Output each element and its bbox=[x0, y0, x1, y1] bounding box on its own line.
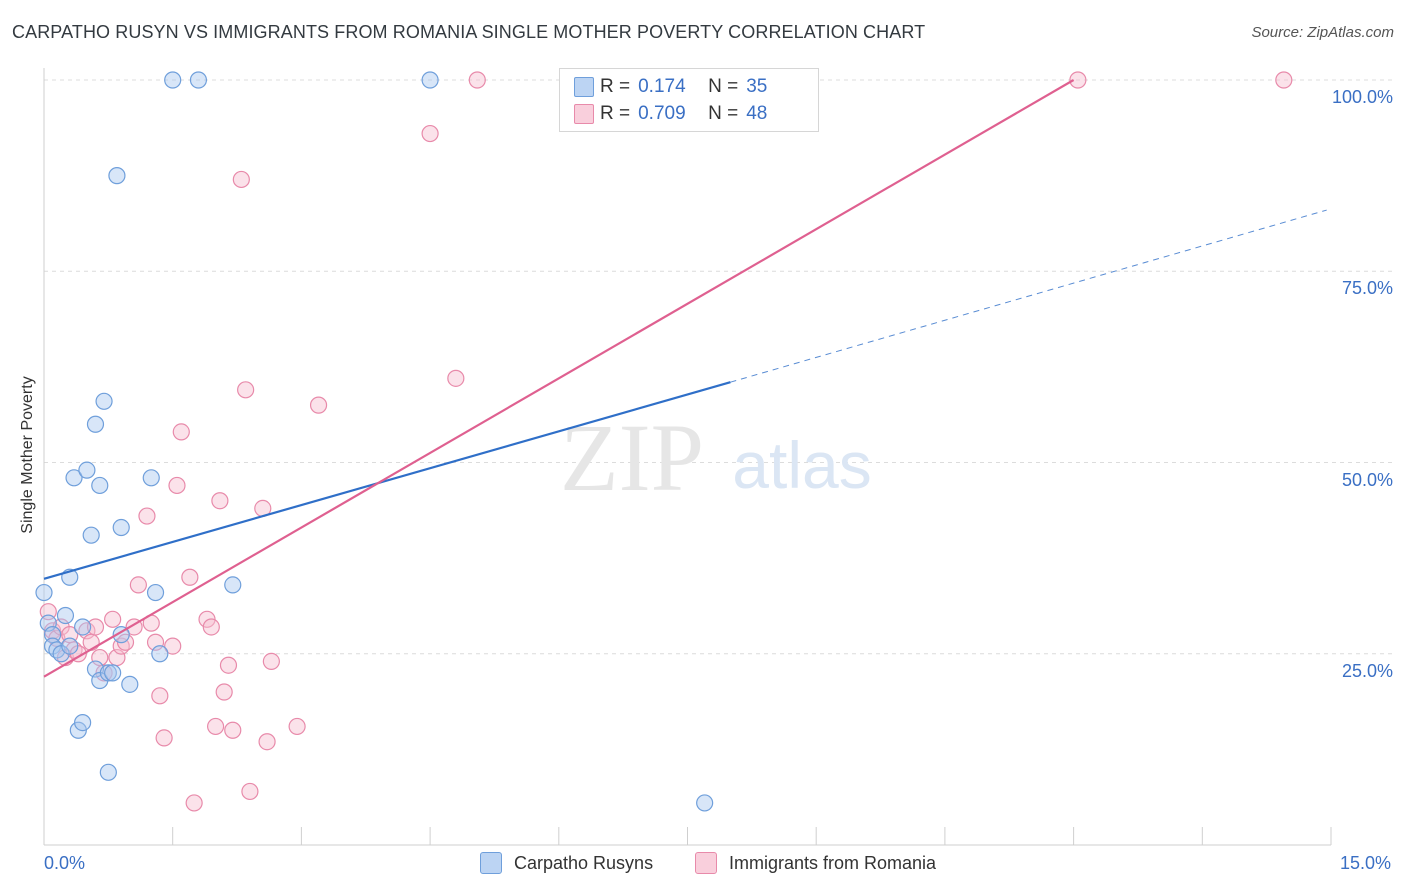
point-immigrants-from-romania bbox=[86, 618, 105, 636]
legend-row-carpatho-rusyns: R = 0.174 N = 35 bbox=[574, 74, 768, 100]
point-immigrants-from-romania bbox=[215, 683, 233, 701]
point-carpatho-rusyns bbox=[164, 71, 182, 89]
point-carpatho-rusyns bbox=[35, 583, 53, 602]
series-immigrants-from-romania bbox=[39, 71, 1293, 812]
r-value: 0.174 bbox=[638, 76, 686, 97]
n-value: 35 bbox=[746, 76, 768, 97]
y-tick-label: 100.0% bbox=[1331, 87, 1393, 107]
point-immigrants-from-romania bbox=[172, 423, 190, 441]
point-carpatho-rusyns bbox=[121, 675, 139, 693]
legend-swatch-blue bbox=[480, 852, 502, 874]
point-carpatho-rusyns bbox=[74, 713, 92, 732]
point-immigrants-from-romania bbox=[155, 729, 173, 747]
point-immigrants-from-romania bbox=[129, 576, 147, 594]
series-carpatho-rusyns bbox=[35, 71, 714, 812]
point-immigrants-from-romania bbox=[207, 717, 225, 736]
point-immigrants-from-romania bbox=[82, 633, 100, 651]
point-carpatho-rusyns bbox=[91, 476, 109, 495]
legend-swatch-pink bbox=[574, 104, 594, 124]
legend-label: Immigrants from Romania bbox=[729, 852, 937, 873]
point-carpatho-rusyns bbox=[61, 637, 79, 655]
point-immigrants-from-romania bbox=[138, 507, 156, 525]
r-value: 0.709 bbox=[638, 103, 686, 124]
point-carpatho-rusyns bbox=[151, 645, 169, 663]
y-tick-label: 50.0% bbox=[1341, 469, 1393, 490]
legend-item-carpatho-rusyns[interactable]: Carpatho Rusyns bbox=[480, 852, 653, 874]
point-immigrants-from-romania bbox=[219, 656, 238, 674]
point-carpatho-rusyns bbox=[142, 469, 160, 487]
point-immigrants-from-romania bbox=[309, 396, 328, 414]
watermark-atlas: atlas bbox=[732, 428, 871, 502]
point-immigrants-from-romania bbox=[447, 369, 465, 387]
point-carpatho-rusyns bbox=[86, 415, 105, 433]
point-immigrants-from-romania bbox=[1069, 71, 1087, 89]
point-immigrants-from-romania bbox=[241, 782, 259, 801]
point-carpatho-rusyns bbox=[224, 576, 242, 594]
point-carpatho-rusyns bbox=[99, 763, 117, 781]
point-carpatho-rusyns bbox=[99, 664, 117, 682]
point-carpatho-rusyns bbox=[696, 794, 714, 812]
x-tick-label-min: 0.0% bbox=[44, 853, 86, 873]
point-immigrants-from-romania bbox=[288, 717, 306, 736]
point-immigrants-from-romania bbox=[181, 568, 199, 586]
point-carpatho-rusyns bbox=[65, 469, 83, 487]
y-tick-label: 75.0% bbox=[1341, 278, 1393, 299]
n-label: N = bbox=[708, 103, 739, 124]
r-label: R = bbox=[600, 103, 631, 124]
point-immigrants-from-romania bbox=[237, 381, 255, 399]
point-immigrants-from-romania bbox=[211, 492, 229, 510]
point-carpatho-rusyns bbox=[95, 392, 113, 410]
point-carpatho-rusyns bbox=[56, 606, 75, 625]
series-legend: Carpatho Rusyns Immigrants from Romania bbox=[0, 852, 1406, 878]
trendlines bbox=[43, 79, 1327, 678]
y-tick-label: 25.0% bbox=[1341, 660, 1393, 681]
point-immigrants-from-romania bbox=[164, 637, 182, 655]
correlation-legend: R = 0.174 N = 35 R = 0.709 N = 48 bbox=[559, 68, 819, 132]
legend-swatch-blue bbox=[574, 77, 594, 97]
point-immigrants-from-romania bbox=[232, 170, 250, 189]
legend-swatch-pink bbox=[695, 852, 717, 874]
point-immigrants-from-romania bbox=[421, 124, 439, 143]
point-carpatho-rusyns bbox=[146, 583, 165, 602]
point-carpatho-rusyns bbox=[189, 71, 208, 89]
point-immigrants-from-romania bbox=[262, 652, 280, 671]
chart-title: CARPATHO RUSYN VS IMMIGRANTS FROM ROMANI… bbox=[12, 22, 926, 42]
point-immigrants-from-romania bbox=[202, 618, 220, 636]
grid bbox=[44, 79, 1392, 655]
point-carpatho-rusyns bbox=[82, 526, 100, 544]
source-label: Source: ZipAtlas.com bbox=[1251, 24, 1394, 41]
point-carpatho-rusyns bbox=[74, 618, 92, 636]
point-immigrants-from-romania bbox=[185, 794, 203, 812]
trendline-carpatho-rusyns-extension bbox=[730, 209, 1327, 383]
point-immigrants-from-romania bbox=[104, 610, 122, 628]
watermark: ZIP atlas bbox=[560, 404, 872, 511]
legend-item-immigrants-from-romania[interactable]: Immigrants from Romania bbox=[695, 852, 936, 874]
point-immigrants-from-romania bbox=[168, 476, 186, 495]
x-tick-label-max: 15.0% bbox=[1340, 853, 1392, 873]
point-carpatho-rusyns bbox=[104, 664, 122, 682]
point-carpatho-rusyns bbox=[78, 461, 96, 479]
trendline-carpatho-rusyns bbox=[43, 381, 731, 580]
point-carpatho-rusyns bbox=[112, 518, 130, 537]
point-immigrants-from-romania bbox=[151, 687, 169, 705]
point-carpatho-rusyns bbox=[108, 167, 126, 185]
point-immigrants-from-romania bbox=[1275, 71, 1293, 89]
legend-row-immigrants-from-romania: R = 0.709 N = 48 bbox=[574, 101, 768, 127]
n-label: N = bbox=[708, 76, 739, 97]
point-immigrants-from-romania bbox=[224, 721, 242, 739]
n-value: 48 bbox=[746, 103, 768, 124]
point-immigrants-from-romania bbox=[468, 71, 486, 89]
trendline-immigrants-from-romania bbox=[43, 79, 1075, 678]
point-carpatho-rusyns bbox=[421, 71, 439, 89]
r-label: R = bbox=[600, 76, 631, 97]
legend-label: Carpatho Rusyns bbox=[514, 852, 654, 873]
axes bbox=[43, 68, 1332, 846]
point-immigrants-from-romania bbox=[258, 733, 276, 751]
watermark-zip: ZIP bbox=[560, 404, 704, 511]
